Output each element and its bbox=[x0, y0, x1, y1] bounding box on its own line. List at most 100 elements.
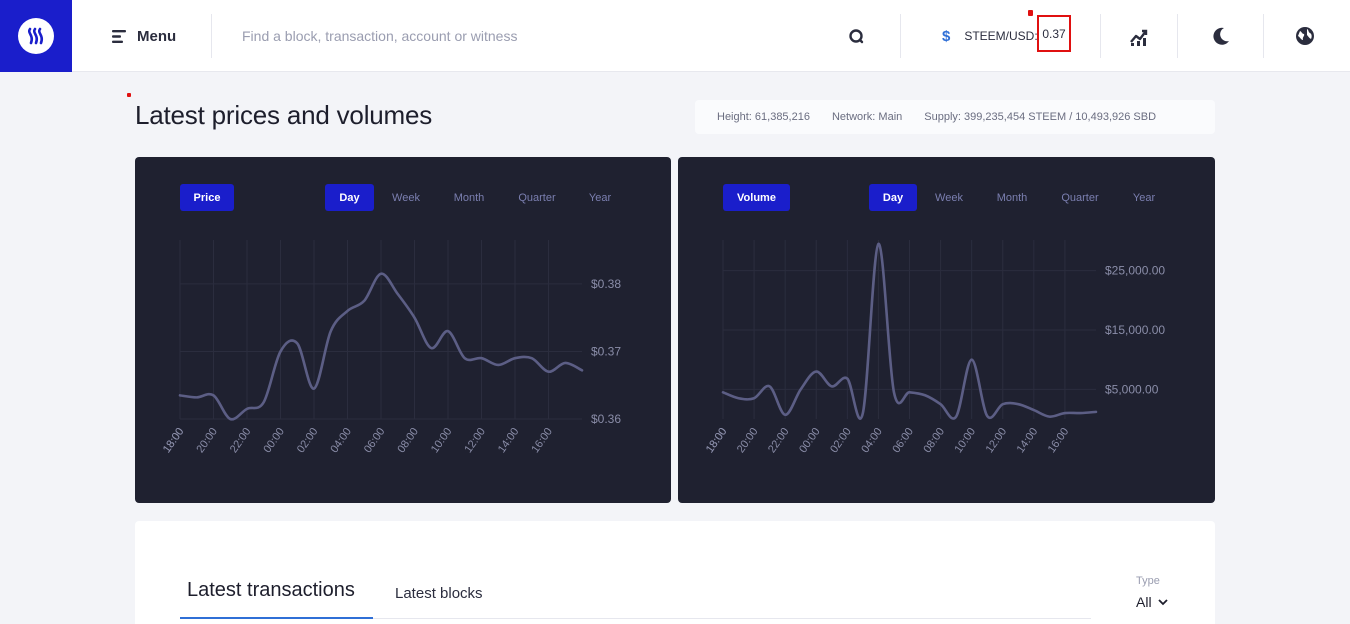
volume-data-point bbox=[845, 377, 849, 381]
volume-chart-card: $25,000.00 $15,000.00 $5,000.00 18:00 20:00 2… bbox=[678, 157, 1215, 503]
volume-x-tick-label: 18:00 bbox=[704, 426, 730, 455]
volume-range-week[interactable]: Week bbox=[935, 191, 963, 204]
price-x-tick-label: 16:00 bbox=[529, 426, 555, 455]
menu-label: Menu bbox=[137, 27, 177, 45]
price-data-point bbox=[279, 349, 283, 353]
price-x-tick-label: 04:00 bbox=[328, 426, 354, 455]
header-divider bbox=[1177, 14, 1178, 58]
volume-data-point bbox=[737, 396, 741, 400]
network-stats-bar: Height: 61,385,216 Network: Main Supply:… bbox=[695, 100, 1215, 134]
price-x-tick-label: 00:00 bbox=[261, 426, 287, 455]
dollar-icon: $ bbox=[942, 27, 951, 45]
price-x-tick-label: 22:00 bbox=[228, 426, 254, 455]
menu-icon bbox=[112, 29, 126, 43]
volume-data-point bbox=[814, 370, 818, 374]
chevron-down-icon bbox=[1157, 598, 1168, 605]
price-series-line bbox=[178, 272, 584, 421]
price-x-tick-label: 08:00 bbox=[395, 426, 421, 455]
volume-x-tick-label: 14:00 bbox=[1015, 426, 1041, 455]
price-y-tick-label: $0.37 bbox=[591, 344, 621, 358]
volume-data-point bbox=[1001, 402, 1005, 406]
price-range-week[interactable]: Week bbox=[392, 191, 420, 204]
volume-data-point bbox=[799, 387, 803, 391]
price-data-point bbox=[513, 356, 517, 360]
price-data-point bbox=[262, 400, 266, 404]
network-stat: Network: Main bbox=[831, 111, 903, 123]
price-data-point bbox=[312, 387, 316, 391]
volume-data-point bbox=[1078, 411, 1082, 415]
volume-data-point bbox=[830, 384, 834, 388]
volume-metric-button[interactable]: Volume bbox=[723, 184, 790, 211]
steem-logo[interactable] bbox=[0, 0, 72, 72]
price-x-tick-label: 20:00 bbox=[194, 426, 220, 455]
price-data-point bbox=[212, 393, 216, 397]
volume-data-point bbox=[721, 390, 725, 394]
price-data-point bbox=[530, 356, 534, 360]
volume-data-point bbox=[1063, 411, 1067, 415]
volume-data-point bbox=[876, 242, 880, 246]
search-icon[interactable] bbox=[846, 26, 866, 46]
type-filter-label: Type bbox=[1136, 575, 1160, 587]
price-x-tick-label: 18:00 bbox=[161, 426, 187, 455]
price-x-tick-label: 02:00 bbox=[295, 426, 321, 455]
price-data-point bbox=[178, 393, 182, 397]
price-x-tick-label: 10:00 bbox=[429, 426, 455, 455]
price-range-year[interactable]: Year bbox=[588, 191, 612, 204]
top-navbar: Menu $ STEEM/USD: 0.37 bbox=[0, 0, 1350, 72]
volume-range-year[interactable]: Year bbox=[1132, 191, 1156, 204]
price-data-point bbox=[396, 292, 400, 296]
volume-data-point bbox=[970, 358, 974, 362]
volume-x-tick-label: 06:00 bbox=[890, 426, 916, 455]
header-divider bbox=[1100, 14, 1101, 58]
price-data-point bbox=[429, 346, 433, 350]
price-ticker: $ STEEM/USD: bbox=[942, 24, 1038, 48]
price-data-point bbox=[463, 356, 467, 360]
volume-range-month[interactable]: Month bbox=[996, 191, 1028, 204]
header-divider bbox=[211, 14, 212, 58]
volume-x-tick-label: 22:00 bbox=[766, 426, 792, 455]
price-data-point bbox=[496, 363, 500, 367]
volume-data-point bbox=[954, 415, 958, 419]
price-data-point bbox=[228, 417, 232, 421]
price-range-day[interactable]: Day bbox=[325, 184, 374, 211]
transactions-card: Latest transactions Latest blocks Type A… bbox=[135, 521, 1215, 624]
menu-button[interactable]: Menu bbox=[112, 24, 176, 48]
steem-logo-icon bbox=[18, 18, 54, 54]
marker-dot bbox=[127, 93, 131, 97]
language-globe-icon[interactable] bbox=[1293, 24, 1317, 48]
price-data-point bbox=[563, 361, 567, 365]
tab-latest-blocks[interactable]: Latest blocks bbox=[395, 585, 483, 602]
price-range-month[interactable]: Month bbox=[453, 191, 485, 204]
volume-data-point bbox=[985, 414, 989, 418]
price-metric-button[interactable]: Price bbox=[180, 184, 234, 211]
volume-x-tick-label: 04:00 bbox=[859, 426, 885, 455]
price-data-point bbox=[480, 356, 484, 360]
price-chart: $0.38 $0.37 $0.36 18:00 20:00 22:00 00:00 02:00… bbox=[161, 240, 621, 455]
type-filter-select[interactable]: All bbox=[1136, 594, 1168, 610]
volume-range-quarter[interactable]: Quarter bbox=[1061, 191, 1099, 204]
active-tab-indicator bbox=[180, 617, 373, 619]
price-data-point bbox=[413, 316, 417, 320]
price-data-point bbox=[346, 309, 350, 313]
header-divider bbox=[900, 14, 901, 58]
price-data-point bbox=[329, 329, 333, 333]
volume-data-point bbox=[892, 390, 896, 394]
dark-mode-moon-icon[interactable] bbox=[1209, 24, 1233, 48]
tab-latest-transactions[interactable]: Latest transactions bbox=[187, 579, 355, 601]
volume-data-point bbox=[923, 393, 927, 397]
volume-data-point bbox=[861, 411, 865, 415]
volume-data-point bbox=[939, 402, 943, 406]
volume-x-tick-label: 08:00 bbox=[921, 426, 947, 455]
price-x-tick-label: 06:00 bbox=[362, 426, 388, 455]
market-chart-icon[interactable] bbox=[1127, 24, 1151, 48]
search-input[interactable] bbox=[242, 22, 822, 50]
price-range-quarter[interactable]: Quarter bbox=[518, 191, 556, 204]
volume-y-tick-label: $5,000.00 bbox=[1105, 382, 1159, 396]
price-gridlines bbox=[179, 240, 582, 420]
marker-dot bbox=[1028, 10, 1033, 16]
price-x-tick-label: 14:00 bbox=[496, 426, 522, 455]
volume-chart: $25,000.00 $15,000.00 $5,000.00 18:00 20:00 2… bbox=[704, 240, 1165, 455]
price-y-tick-label: $0.38 bbox=[591, 277, 621, 291]
volume-range-day[interactable]: Day bbox=[869, 184, 917, 211]
volume-y-tick-label: $15,000.00 bbox=[1105, 323, 1165, 337]
